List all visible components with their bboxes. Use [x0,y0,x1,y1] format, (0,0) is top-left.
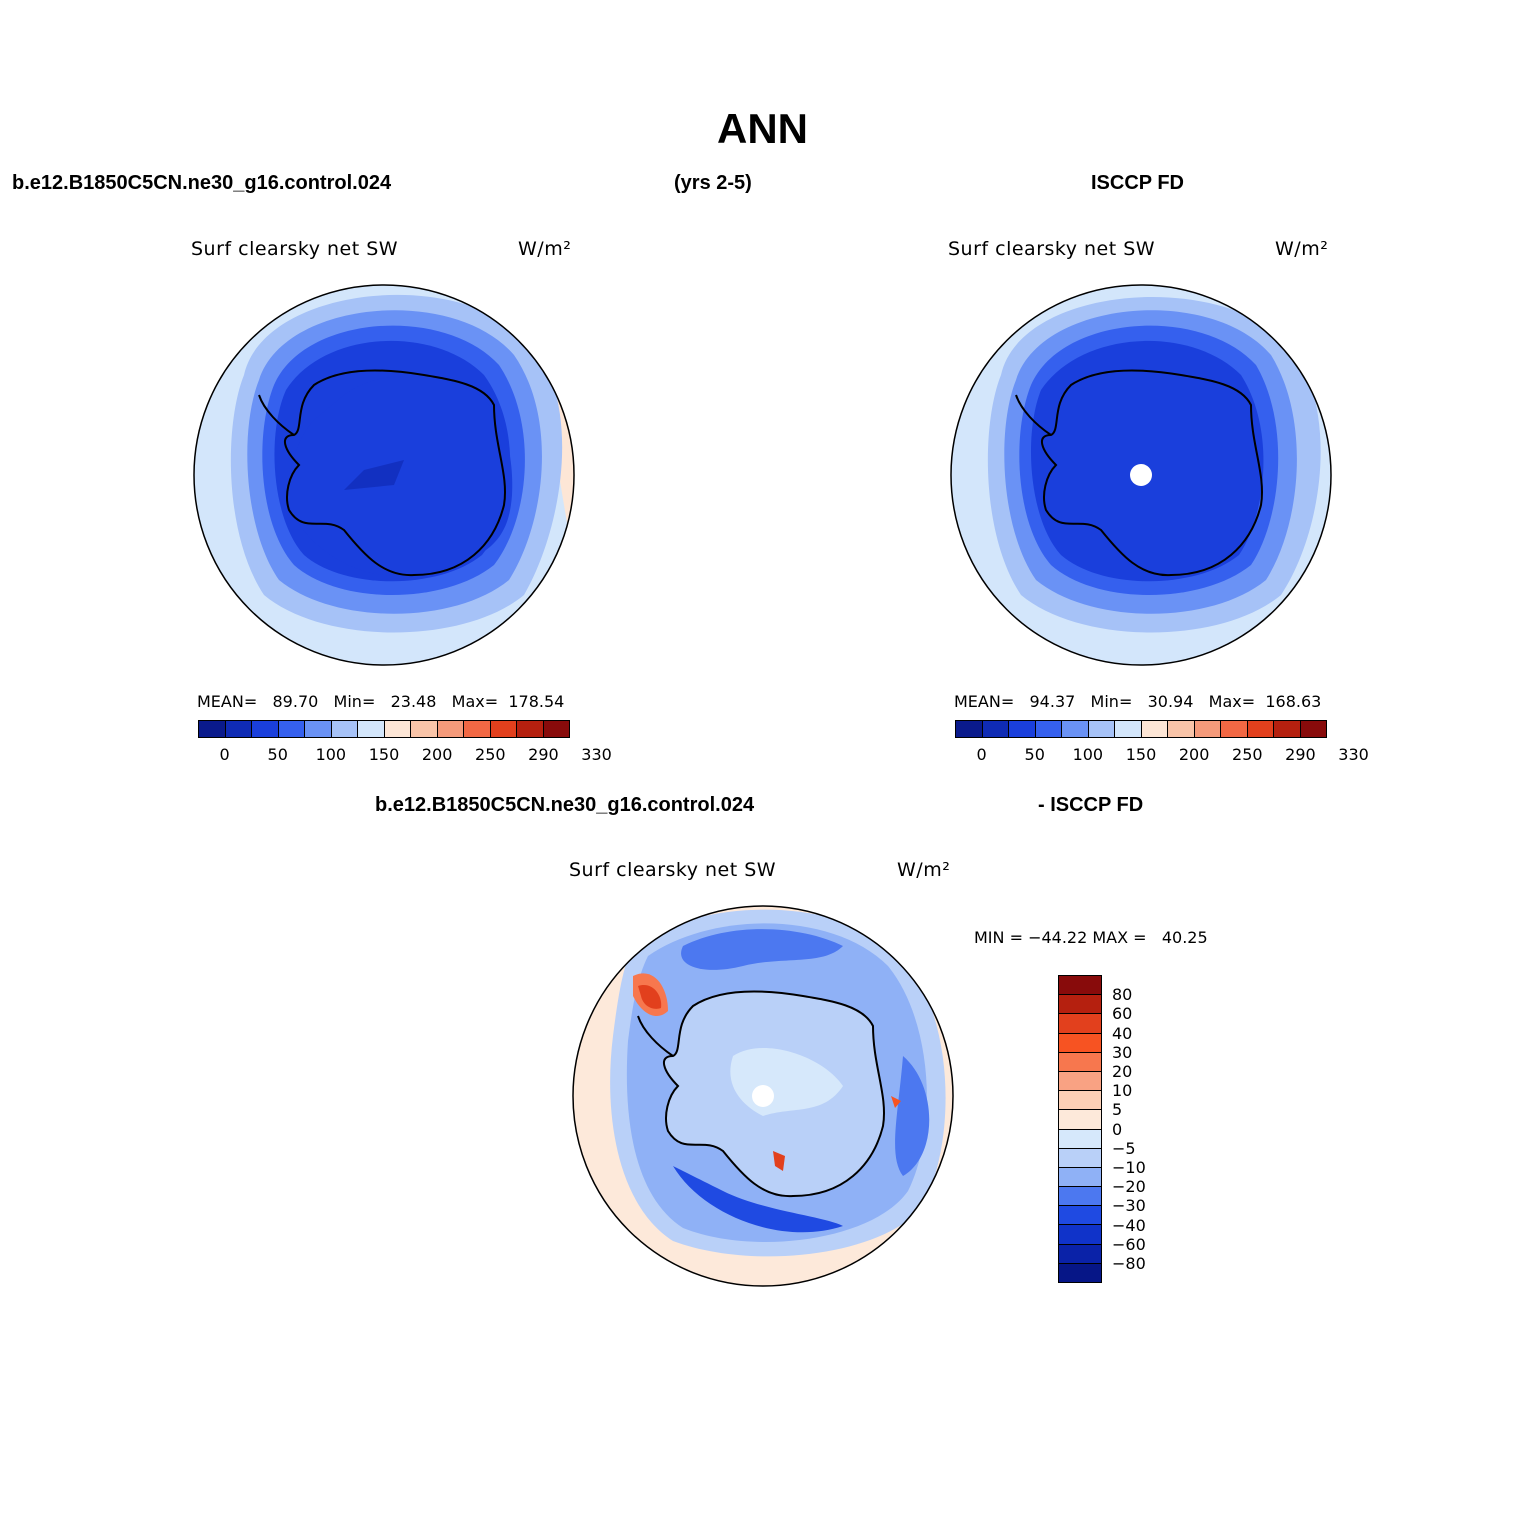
colorbar-tick-label: 40 [1112,1023,1133,1043]
colorbar-swatch [1009,721,1036,737]
colorbar-swatch [1035,721,1062,737]
difference-polar-map [572,905,954,1287]
colorbar-swatch [1141,721,1168,737]
colorbar-tick-label: −80 [1112,1254,1146,1273]
colorbar-tick-label: −20 [1112,1177,1146,1197]
colorbar-swatch [1059,1033,1101,1053]
diff-obs-header: - ISCCP FD [1038,794,1144,816]
colorbar-tick-label: 200 [421,745,453,764]
colorbar-tick-label: 100 [1072,745,1104,764]
colorbar-swatch [1059,976,1101,996]
colorbar-swatch [982,721,1009,737]
colorbar-swatch [1247,721,1274,737]
colorbar-tick-label: −10 [1112,1158,1146,1177]
colorbar-swatch [1194,721,1221,737]
colorbar-swatch [1059,1091,1101,1111]
colorbar-swatch [1059,1148,1101,1168]
colorbar-tick-label: 0 [1112,1119,1123,1139]
colorbar-tick-label: 60 [1112,1004,1133,1024]
colorbar-swatch [1115,721,1142,737]
colorbar-swatch [956,721,983,737]
panel1-units: W/m² [518,238,572,260]
colorbar-tick-label: 330 [581,745,612,764]
colorbar-swatch [1059,1052,1101,1072]
panel2-colorbar [955,720,1327,738]
panel1-variable: Surf clearsky net SW [191,238,399,260]
colorbar-swatch [1059,1110,1101,1130]
colorbar-tick-label: 50 [267,745,288,764]
panel1-stats: MEAN= 89.70 Min= 23.48 Max= 178.54 [197,692,565,711]
colorbar-swatch [278,721,305,737]
colorbar-tick-label: 100 [315,745,347,764]
colorbar-swatch [1059,1187,1101,1207]
colorbar-tick-label: 5 [1112,1100,1123,1120]
colorbar-swatch [305,721,332,737]
colorbar-swatch [1168,721,1195,737]
colorbar-tick-label: 330 [1338,745,1369,764]
years-header: (yrs 2-5) [674,172,752,194]
colorbar-tick-label: 250 [475,745,506,764]
colorbar-swatch [1059,995,1101,1015]
colorbar-tick-label: 50 [1024,745,1045,764]
colorbar-swatch [1088,721,1115,737]
colorbar-swatch [1059,1129,1101,1149]
colorbar-swatch [331,721,358,737]
colorbar-tick-label: 30 [1112,1042,1133,1062]
diff-case-header: b.e12.B1850C5CN.ne30_g16.control.024 [375,794,755,816]
figure-title: ANN [717,105,808,152]
panel2-units: W/m² [1275,238,1329,260]
model-polar-map [193,284,575,666]
colorbar-tick-label: 150 [368,745,400,764]
colorbar-swatch [225,721,252,737]
colorbar-swatch [1059,1071,1101,1092]
colorbar-swatch [199,721,226,737]
colorbar-swatch [358,721,385,737]
colorbar-swatch [543,721,569,737]
obs-polar-map [950,284,1332,666]
colorbar-swatch [252,721,279,737]
colorbar-tick-label: 150 [1125,745,1157,764]
colorbar-swatch [464,721,491,737]
colorbar-swatch [1059,1014,1101,1034]
colorbar-swatch [1059,1206,1101,1226]
colorbar-tick-label: −30 [1112,1196,1146,1216]
colorbar-swatch [1059,1263,1101,1282]
panel3-variable: Surf clearsky net SW [569,859,777,881]
panel1-colorbar [198,720,570,738]
colorbar-swatch [1274,721,1301,737]
colorbar-swatch [437,721,464,737]
colorbar-tick-label: 250 [1232,745,1263,764]
colorbar-tick-label: 80 [1112,985,1133,1005]
colorbar-tick-label: −40 [1112,1215,1146,1235]
colorbar-swatch [1059,1167,1101,1188]
colorbar-swatch [1221,721,1248,737]
colorbar-swatch [384,721,411,737]
colorbar-tick-label: −60 [1112,1234,1146,1254]
panel2-stats: MEAN= 94.37 Min= 30.94 Max= 168.63 [954,692,1322,711]
colorbar-swatch [1059,1244,1101,1264]
colorbar-swatch [517,721,544,737]
panel3-stats: MIN = −44.22 MAX = 40.25 [974,928,1208,947]
colorbar-tick-label: 290 [1285,745,1316,764]
colorbar-tick-label: 0 [219,745,230,764]
colorbar-tick-label: 20 [1112,1062,1133,1081]
colorbar-tick-label: 0 [976,745,987,764]
panel2-variable: Surf clearsky net SW [948,238,1156,260]
colorbar-swatch [490,721,517,737]
panel3-units: W/m² [897,859,951,881]
obs-header: ISCCP FD [1091,172,1184,194]
colorbar-swatch [1059,1225,1101,1245]
case-name-header: b.e12.B1850C5CN.ne30_g16.control.024 [12,172,392,194]
colorbar-swatch [1062,721,1089,737]
colorbar-tick-label: 290 [528,745,559,764]
colorbar-tick-label: −5 [1112,1138,1136,1158]
difference-colorbar [1058,975,1102,1283]
colorbar-swatch [1300,721,1326,737]
colorbar-tick-label: 10 [1112,1081,1133,1101]
colorbar-swatch [411,721,438,737]
colorbar-tick-label: 200 [1178,745,1210,764]
